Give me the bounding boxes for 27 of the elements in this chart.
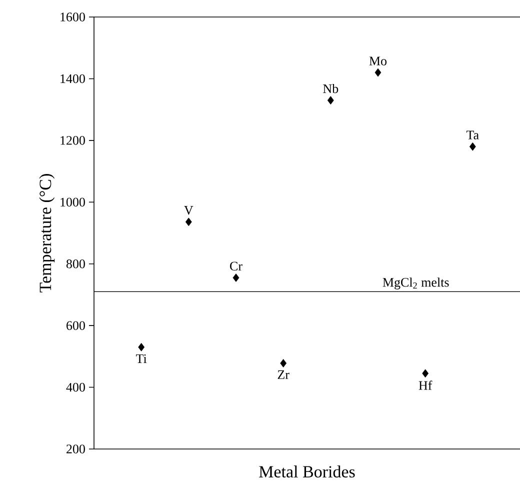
y-tick-label: 1200	[60, 136, 85, 145]
point	[280, 359, 287, 368]
data-label: Ti	[136, 354, 147, 363]
point	[232, 274, 240, 282]
y-tick-label: 800	[66, 259, 85, 268]
point	[138, 342, 145, 352]
y-axis-title: Temperature (°C)	[39, 174, 55, 292]
data-label: Hf	[418, 380, 432, 390]
data-label: Mo	[369, 56, 387, 66]
point	[469, 142, 476, 151]
data-label: Zr	[278, 370, 290, 379]
data-label: Ta	[466, 130, 479, 140]
y-tick-label: 600	[66, 321, 85, 330]
x-axis-title: Metal Borides	[259, 466, 355, 478]
point	[327, 96, 334, 105]
data-label: V	[184, 206, 194, 215]
y-tick-label: 1400	[60, 74, 85, 84]
point	[422, 369, 429, 378]
point	[374, 68, 382, 77]
y-tick-label: 400	[66, 382, 85, 392]
data-label: Cr	[230, 262, 242, 271]
y-tick-label: 1000	[60, 198, 85, 207]
y-tick-label: 1600	[60, 12, 85, 22]
ref-line-label: MgCl$_{2}$ melts	[382, 278, 449, 290]
y-tick-label: 200	[66, 444, 85, 454]
point	[185, 218, 192, 226]
data-label: Nb	[323, 84, 338, 94]
